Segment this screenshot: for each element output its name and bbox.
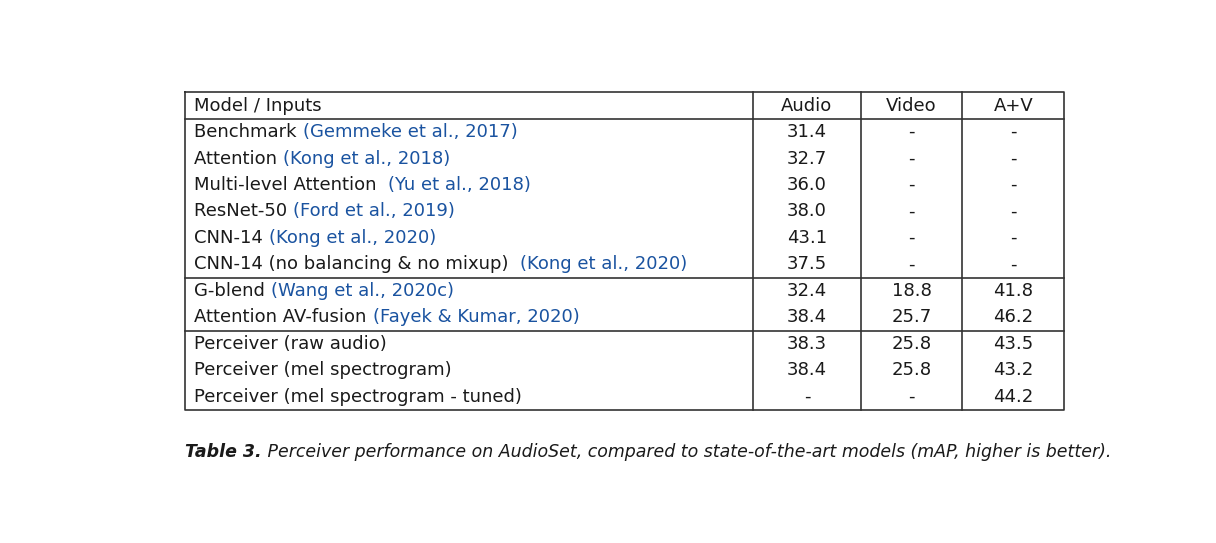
Text: -: - [1010,229,1017,247]
Text: 38.4: 38.4 [787,362,827,380]
Text: (Kong et al., 2018): (Kong et al., 2018) [283,149,450,168]
Text: -: - [1010,149,1017,168]
Text: Benchmark: Benchmark [195,123,303,141]
Text: 38.0: 38.0 [787,203,827,220]
Text: (Yu et al., 2018): (Yu et al., 2018) [388,176,531,194]
Text: CNN-14 (no balancing & no mixup): CNN-14 (no balancing & no mixup) [195,255,520,274]
Text: -: - [804,388,810,406]
Text: 46.2: 46.2 [993,308,1034,326]
Text: 25.7: 25.7 [891,308,931,326]
Text: -: - [908,229,914,247]
Text: CNN-14: CNN-14 [195,229,269,247]
Text: 18.8: 18.8 [891,282,931,300]
Text: Attention AV-fusion: Attention AV-fusion [195,308,372,326]
Text: -: - [1010,255,1017,274]
Text: Model / Inputs: Model / Inputs [195,97,322,115]
Text: 25.8: 25.8 [891,335,931,353]
Text: -: - [1010,203,1017,220]
Text: 25.8: 25.8 [891,362,931,380]
Text: 43.5: 43.5 [993,335,1034,353]
Text: Attention: Attention [195,149,283,168]
Text: -: - [908,203,914,220]
Text: -: - [908,149,914,168]
Text: 31.4: 31.4 [787,123,827,141]
Text: 36.0: 36.0 [787,176,827,194]
Text: Perceiver (mel spectrogram - tuned): Perceiver (mel spectrogram - tuned) [195,388,523,406]
Text: A+V: A+V [993,97,1034,115]
Text: 41.8: 41.8 [993,282,1034,300]
Text: 43.2: 43.2 [993,362,1034,380]
Text: Audio: Audio [782,97,833,115]
Text: (Ford et al., 2019): (Ford et al., 2019) [293,203,455,220]
Text: -: - [1010,123,1017,141]
Text: (Wang et al., 2020c): (Wang et al., 2020c) [271,282,454,300]
Text: Perceiver (raw audio): Perceiver (raw audio) [195,335,387,353]
Text: (Kong et al., 2020): (Kong et al., 2020) [520,255,688,274]
Text: (Fayek & Kumar, 2020): (Fayek & Kumar, 2020) [372,308,579,326]
Text: 43.1: 43.1 [787,229,827,247]
Text: 37.5: 37.5 [787,255,827,274]
Text: (Kong et al., 2020): (Kong et al., 2020) [269,229,437,247]
Text: 32.7: 32.7 [787,149,827,168]
Text: -: - [908,255,914,274]
Text: G-blend: G-blend [195,282,271,300]
Text: ResNet-50: ResNet-50 [195,203,293,220]
Text: Perceiver (mel spectrogram): Perceiver (mel spectrogram) [195,362,452,380]
Text: 44.2: 44.2 [993,388,1034,406]
Text: -: - [908,123,914,141]
Text: 32.4: 32.4 [787,282,827,300]
Text: -: - [908,388,914,406]
Text: 38.3: 38.3 [787,335,827,353]
Text: Table 3.: Table 3. [185,443,261,461]
Text: Multi-level Attention: Multi-level Attention [195,176,388,194]
Text: 38.4: 38.4 [787,308,827,326]
Text: (Gemmeke et al., 2017): (Gemmeke et al., 2017) [303,123,518,141]
Text: Video: Video [886,97,936,115]
Text: -: - [908,176,914,194]
Text: Perceiver performance on AudioSet, compared to state-of-the-art models (mAP, hig: Perceiver performance on AudioSet, compa… [261,443,1111,461]
Text: -: - [1010,176,1017,194]
